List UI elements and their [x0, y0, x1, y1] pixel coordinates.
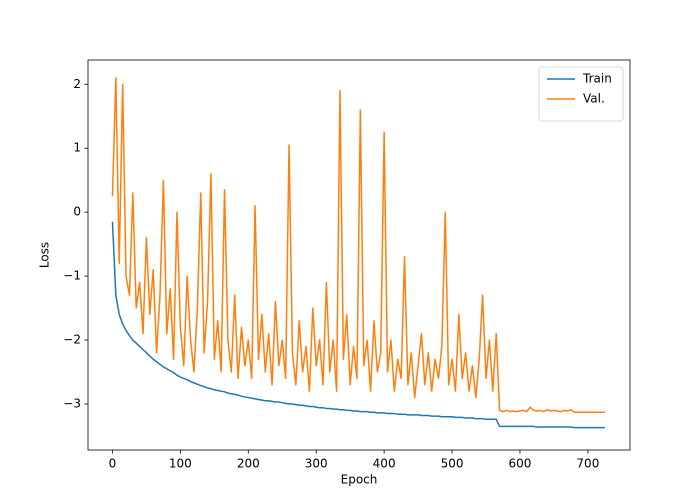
- x-tick-label: 400: [373, 457, 396, 471]
- x-axis-label: Epoch: [341, 473, 378, 487]
- x-tick-label: 600: [509, 457, 532, 471]
- y-tick-label: −1: [63, 269, 81, 283]
- x-tick-label: 300: [305, 457, 328, 471]
- y-tick-label: −2: [63, 333, 81, 347]
- y-tick-label: 1: [73, 141, 81, 155]
- x-tick-label: 200: [237, 457, 260, 471]
- legend-label: Train: [582, 72, 612, 86]
- legend-box: [538, 66, 624, 122]
- y-axis-label: Loss: [38, 242, 52, 268]
- plot-frame: [87, 59, 631, 451]
- y-tick-label: −3: [63, 396, 81, 410]
- x-tick-label: 500: [441, 457, 464, 471]
- x-tick-label: 700: [576, 457, 599, 471]
- y-tick-label: 0: [73, 205, 81, 219]
- series-line: [111, 77, 605, 414]
- y-tick-label: 2: [73, 77, 81, 91]
- x-tick-label: 0: [109, 457, 117, 471]
- series-line: [111, 221, 605, 429]
- legend-label: Val.: [583, 92, 605, 106]
- x-tick-label: 100: [169, 457, 192, 471]
